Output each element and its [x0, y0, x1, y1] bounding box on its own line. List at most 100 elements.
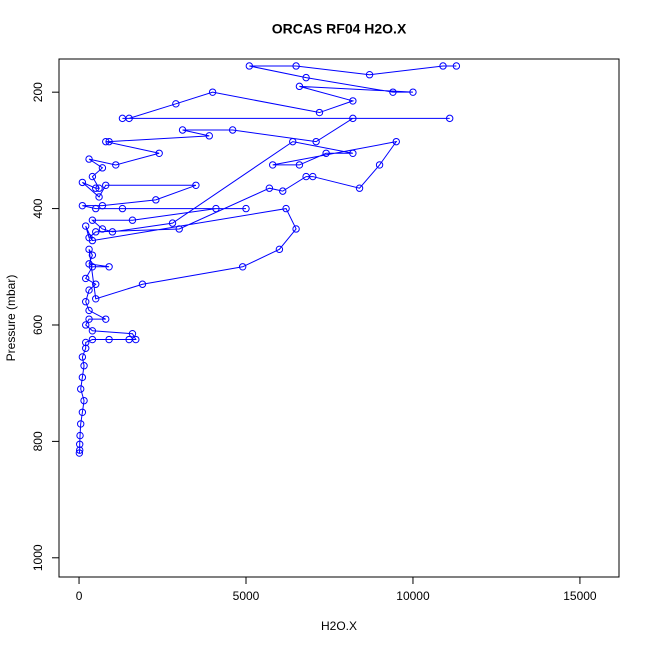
data-point — [269, 161, 277, 169]
data-point — [445, 114, 454, 123]
data-point — [102, 137, 110, 146]
chart-title: ORCAS RF04 H2O.X — [272, 21, 407, 37]
data-point — [92, 228, 100, 236]
data-point — [152, 196, 160, 204]
data-point — [205, 132, 213, 140]
data-point — [242, 204, 250, 213]
data-point — [118, 204, 127, 213]
data-point — [102, 315, 110, 323]
data-point — [349, 114, 357, 123]
data-point — [88, 251, 97, 259]
y-tick-label: 800 — [31, 431, 45, 451]
data-point — [105, 263, 113, 271]
data-point — [349, 149, 357, 157]
y-tick-label: 600 — [31, 315, 45, 335]
data-point — [92, 280, 100, 288]
data-point — [355, 184, 364, 192]
data-point — [138, 280, 147, 288]
data-point — [92, 184, 100, 192]
data-point — [238, 263, 247, 271]
data-point — [85, 155, 93, 163]
data-point — [155, 149, 163, 157]
data-point — [82, 344, 90, 352]
data-point — [168, 219, 177, 227]
data-point — [349, 97, 357, 105]
data-point — [82, 298, 90, 306]
data-point — [76, 440, 84, 448]
data-point — [245, 62, 254, 70]
y-axis-label: Pressure (mbar) — [4, 275, 18, 362]
data-point — [76, 431, 84, 440]
data-point — [282, 204, 290, 213]
data-point — [102, 181, 110, 189]
data-point — [178, 126, 187, 134]
data-point — [88, 236, 97, 245]
data-point — [92, 204, 100, 213]
data-point — [439, 62, 447, 70]
data-point — [76, 446, 84, 454]
data-point — [98, 164, 107, 172]
y-tick-label: 400 — [31, 198, 45, 218]
data-point — [88, 172, 97, 181]
data-point — [128, 330, 137, 338]
data-point — [85, 315, 93, 323]
data-point — [105, 335, 113, 344]
data-point — [75, 449, 84, 457]
data-point — [108, 228, 117, 236]
data-point — [409, 88, 417, 96]
data-point — [82, 338, 90, 347]
data-line — [78, 65, 457, 454]
data-point — [82, 274, 90, 283]
data-point — [88, 335, 97, 344]
data-point — [212, 204, 220, 213]
data-point — [172, 100, 180, 108]
data-point — [128, 216, 137, 224]
data-point — [82, 321, 90, 329]
data-point — [302, 172, 310, 181]
data-point — [289, 137, 297, 146]
data-point — [98, 201, 107, 210]
x-tick-label: 5000 — [233, 589, 260, 603]
y-tick-label: 200 — [31, 82, 45, 102]
data-point — [375, 161, 384, 169]
data-point — [389, 88, 397, 96]
data-point — [80, 396, 88, 405]
data-point — [322, 149, 330, 157]
x-tick-label: 10000 — [396, 589, 430, 603]
data-point — [85, 245, 93, 254]
plot-frame — [58, 58, 620, 578]
data-point — [295, 161, 304, 169]
data-point — [365, 71, 374, 79]
data-point — [452, 62, 461, 70]
x-tick-label: 15000 — [563, 589, 597, 603]
data-point — [292, 62, 300, 70]
x-tick-label: 0 — [76, 589, 83, 603]
data-point — [85, 286, 93, 294]
data-point — [78, 178, 87, 187]
data-point — [78, 201, 87, 210]
data-point — [312, 137, 320, 146]
x-axis-label: H2O.X — [321, 619, 357, 633]
data-point — [88, 263, 97, 271]
data-point — [275, 245, 284, 254]
data-point — [98, 225, 107, 233]
data-point — [192, 181, 200, 189]
y-tick-label: 1000 — [31, 544, 45, 571]
data-point — [95, 193, 103, 201]
data-point — [208, 88, 217, 96]
data-point — [78, 373, 87, 382]
data-point — [125, 335, 133, 344]
data-point — [92, 295, 100, 303]
data-point — [175, 225, 183, 233]
data-point — [112, 161, 120, 169]
data-point — [77, 385, 85, 393]
data-point — [82, 222, 90, 230]
data-point — [118, 114, 127, 123]
data-point — [295, 82, 304, 91]
data-point — [265, 184, 274, 192]
data-point — [78, 408, 87, 416]
data-point — [105, 137, 113, 146]
data-point — [77, 420, 85, 428]
data-point — [88, 327, 97, 335]
data-point — [302, 73, 310, 82]
